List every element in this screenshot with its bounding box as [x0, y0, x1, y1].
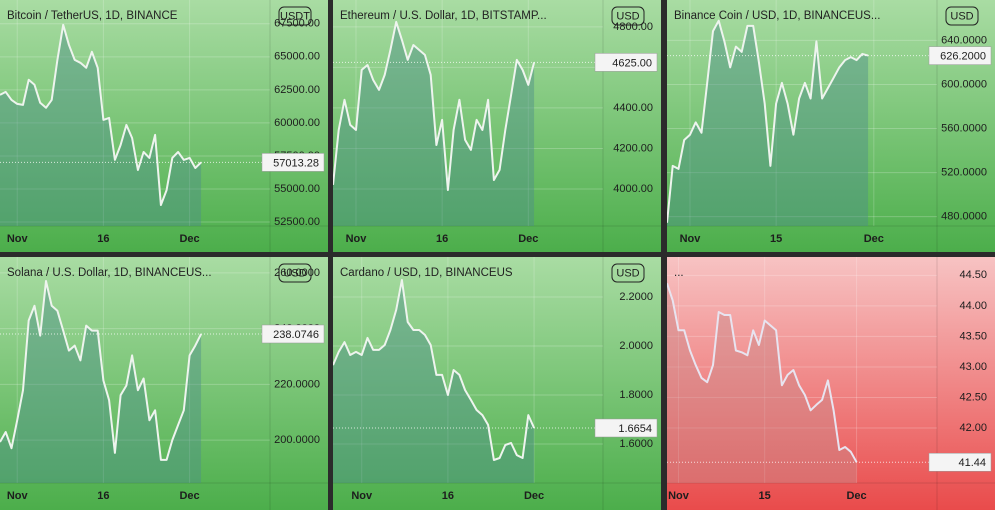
- y-tick-label: 200.0000: [274, 434, 320, 446]
- chart-title: Ethereum / U.S. Dollar, 1D, BITSTAMP...: [340, 10, 547, 22]
- y-tick-label: 2.2000: [619, 291, 653, 303]
- y-tick-label: 62500.00: [274, 84, 320, 96]
- unit-label: USD: [616, 10, 639, 22]
- y-tick-label: 2.0000: [619, 340, 653, 352]
- x-tick-label: Nov: [7, 233, 29, 245]
- chart-panel: 1.6000 1.8000 2.0000 2.2000 Nov 16 Dec 1.6654 Ca…: [333, 257, 661, 510]
- last-price-label: 238.0746: [273, 329, 319, 341]
- unit-badge: [945, 6, 979, 26]
- y-tick-label: 480.0000: [941, 211, 987, 223]
- price-line: [667, 282, 858, 463]
- y-tick-label: 67500.00: [274, 18, 320, 30]
- chart-panel: 52500.0055000.0057500.0060000.0062500.00…: [0, 0, 328, 252]
- area: [667, 283, 857, 483]
- unit-badge: [278, 6, 312, 26]
- y-tick-label: 65000.00: [274, 51, 320, 63]
- panel-background: [667, 0, 995, 252]
- y-tick-label: 4400.00: [613, 102, 653, 114]
- price-line: [0, 280, 202, 461]
- unit-label: USDT: [280, 10, 310, 22]
- area: [667, 20, 869, 227]
- x-tick-label: Dec: [179, 233, 199, 245]
- y-tick-label: 42.50: [959, 391, 987, 403]
- y-tick-label: 600.0000: [941, 78, 987, 90]
- last-price-label: 1.6654: [618, 423, 652, 435]
- last-price-box: [928, 452, 992, 472]
- unit-label: USD: [616, 267, 639, 279]
- y-tick-label: 4200.00: [613, 142, 653, 154]
- x-tick-label: Dec: [518, 233, 538, 245]
- x-tick-label: Dec: [864, 233, 884, 245]
- chart-title: Bitcoin / TetherUS, 1D, BINANCE: [7, 10, 178, 22]
- y-tick-label: 52500.00: [274, 216, 320, 228]
- y-tick-label: 560.0000: [941, 122, 987, 134]
- last-price-box: [928, 46, 992, 65]
- y-tick-label: 1.8000: [619, 389, 653, 401]
- chart-panel: 42.00 42.50 43.00 43.50 44.00 44.50 Nov 15 Dec 41…: [667, 257, 995, 510]
- x-tick-label: Nov: [680, 233, 702, 245]
- x-tick-label: 15: [770, 233, 782, 245]
- area: [333, 280, 535, 483]
- x-tick-label: 16: [442, 490, 454, 502]
- area: [0, 24, 202, 226]
- last-price-box: [594, 418, 658, 438]
- chart-title: Solana / U.S. Dollar, 1D, BINANCEUS...: [7, 267, 212, 279]
- y-tick-label: 60000.00: [274, 117, 320, 129]
- y-tick-label: 220.0000: [274, 378, 320, 390]
- y-tick-label: 640.0000: [941, 34, 987, 46]
- chart-title: Cardano / USD, 1D, BINANCEUS: [340, 267, 513, 279]
- price-line: [333, 20, 536, 191]
- last-price-box: [261, 324, 325, 344]
- panel-background: [333, 0, 661, 252]
- unit-label: USD: [283, 267, 306, 279]
- price-line: [667, 19, 869, 223]
- y-tick-label: 44.50: [959, 269, 987, 281]
- x-tick-label: 16: [97, 490, 109, 502]
- x-tick-label: Dec: [524, 490, 544, 502]
- area: [333, 21, 535, 227]
- y-tick-label: 42.00: [959, 422, 987, 434]
- unit-label: USD: [950, 10, 973, 22]
- x-tick-label: 15: [759, 490, 771, 502]
- x-tick-label: Dec: [846, 490, 866, 502]
- x-tick-label: 16: [436, 233, 448, 245]
- x-tick-label: Nov: [668, 490, 690, 502]
- y-tick-label: 55000.00: [274, 183, 320, 195]
- x-tick-label: Nov: [351, 490, 373, 502]
- unit-badge: [611, 263, 645, 283]
- y-tick-label: 1.6000: [619, 438, 653, 450]
- y-tick-label: 4000.00: [613, 183, 653, 195]
- panel-background: [0, 257, 328, 510]
- price-line: [333, 279, 536, 461]
- last-price-box: [261, 153, 325, 172]
- y-tick-label: 4800.00: [613, 21, 653, 33]
- price-line: [0, 23, 202, 206]
- unit-badge: [611, 6, 645, 26]
- last-price-box: [594, 53, 658, 72]
- panel-background: [333, 257, 661, 510]
- chart-panel: 480.0000 520.0000 560.0000 600.0000 640.0000…: [667, 0, 995, 252]
- x-tick-label: Dec: [179, 490, 199, 502]
- last-price-label: 4625.00: [612, 57, 652, 69]
- x-tick-label: 16: [97, 233, 109, 245]
- x-tick-label: Nov: [7, 490, 29, 502]
- y-tick-label: 43.50: [959, 330, 987, 342]
- y-tick-label: 260.0000: [274, 267, 320, 279]
- chart-panel: 200.0000220.0000240.0000260.0000Nov16Dec…: [0, 257, 328, 510]
- unit-badge: [278, 263, 312, 283]
- last-price-label: 57013.28: [273, 157, 319, 169]
- last-price-label: 626.2000: [940, 51, 986, 63]
- last-price-label: 41.44: [958, 457, 986, 469]
- area: [0, 281, 202, 483]
- panel-background: [0, 0, 328, 252]
- chart-panel: 4000.004200.004400.004600.004800.00Nov16…: [333, 0, 661, 252]
- chart-title: Binance Coin / USD, 1D, BINANCEUS...: [674, 10, 880, 22]
- y-tick-label: 43.00: [959, 361, 987, 373]
- y-tick-label: 44.00: [959, 300, 987, 312]
- y-tick-label: 520.0000: [941, 166, 987, 178]
- x-tick-label: Nov: [346, 233, 368, 245]
- chart-title: ...: [674, 267, 684, 279]
